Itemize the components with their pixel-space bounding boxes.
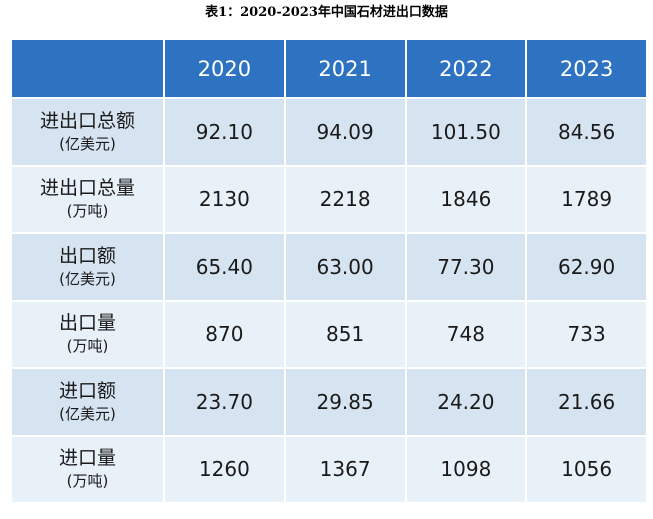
row-header: 进出口总额 (亿美元) (10, 97, 165, 167)
table-row: 进口量 (万吨) 1260 1367 1098 1056 (10, 434, 648, 504)
year-header: 2022 (404, 38, 528, 99)
row-unit: (万吨) (66, 202, 109, 221)
value-cell: 63.00 (283, 232, 407, 302)
value-cell: 77.30 (404, 232, 528, 302)
table-row: 进口额 (亿美元) 23.70 29.85 24.20 21.66 (10, 367, 648, 437)
table-row: 进出口总额 (亿美元) 92.10 94.09 101.50 84.56 (10, 97, 648, 167)
row-header: 进出口总量 (万吨) (10, 164, 165, 234)
corner-cell (10, 38, 165, 99)
value-cell: 1789 (525, 164, 648, 234)
value-cell: 101.50 (404, 97, 528, 167)
value-cell: 24.20 (404, 367, 528, 437)
value-cell: 2218 (283, 164, 407, 234)
year-header: 2023 (525, 38, 648, 99)
value-cell: 62.90 (525, 232, 648, 302)
row-label: 进出口总额 (39, 109, 135, 132)
row-header: 出口量 (万吨) (10, 299, 165, 369)
row-label: 出口量 (58, 312, 116, 335)
value-cell: 1098 (404, 434, 528, 504)
stone-trade-table: 2020 2021 2022 2023 进出口总额 (亿美元) 92.10 94… (10, 38, 648, 504)
row-unit: (亿美元) (59, 269, 116, 288)
value-cell: 92.10 (163, 97, 286, 167)
year-header: 2021 (283, 38, 407, 99)
table-row: 出口量 (万吨) 870 851 748 733 (10, 299, 648, 369)
row-label: 进口量 (58, 447, 116, 470)
value-cell: 94.09 (283, 97, 407, 167)
table-row: 出口额 (亿美元) 65.40 63.00 77.30 62.90 (10, 232, 648, 302)
row-header: 出口额 (亿美元) (10, 232, 165, 302)
value-cell: 1846 (404, 164, 528, 234)
header-row: 2020 2021 2022 2023 (10, 38, 648, 99)
value-cell: 29.85 (283, 367, 407, 437)
value-cell: 870 (163, 299, 286, 369)
row-label: 出口额 (58, 244, 116, 267)
table-row: 进出口总量 (万吨) 2130 2218 1846 1789 (10, 164, 648, 234)
value-cell: 21.66 (525, 367, 648, 437)
value-cell: 2130 (163, 164, 286, 234)
value-cell: 851 (283, 299, 407, 369)
value-cell: 733 (525, 299, 648, 369)
row-label: 进出口总量 (39, 177, 135, 200)
row-unit: (万吨) (66, 472, 109, 491)
row-unit: (亿美元) (59, 134, 116, 153)
value-cell: 1367 (283, 434, 407, 504)
value-cell: 23.70 (163, 367, 286, 437)
value-cell: 65.40 (163, 232, 286, 302)
year-header: 2020 (163, 38, 286, 99)
row-unit: (万吨) (66, 337, 109, 356)
value-cell: 748 (404, 299, 528, 369)
row-label: 进口额 (58, 379, 116, 402)
row-header: 进口额 (亿美元) (10, 367, 165, 437)
value-cell: 1260 (163, 434, 286, 504)
row-header: 进口量 (万吨) (10, 434, 165, 504)
table-title: 表1：2020-2023年中国石材进出口数据 (205, 5, 448, 20)
row-unit: (亿美元) (59, 404, 116, 423)
value-cell: 1056 (525, 434, 648, 504)
value-cell: 84.56 (525, 97, 648, 167)
